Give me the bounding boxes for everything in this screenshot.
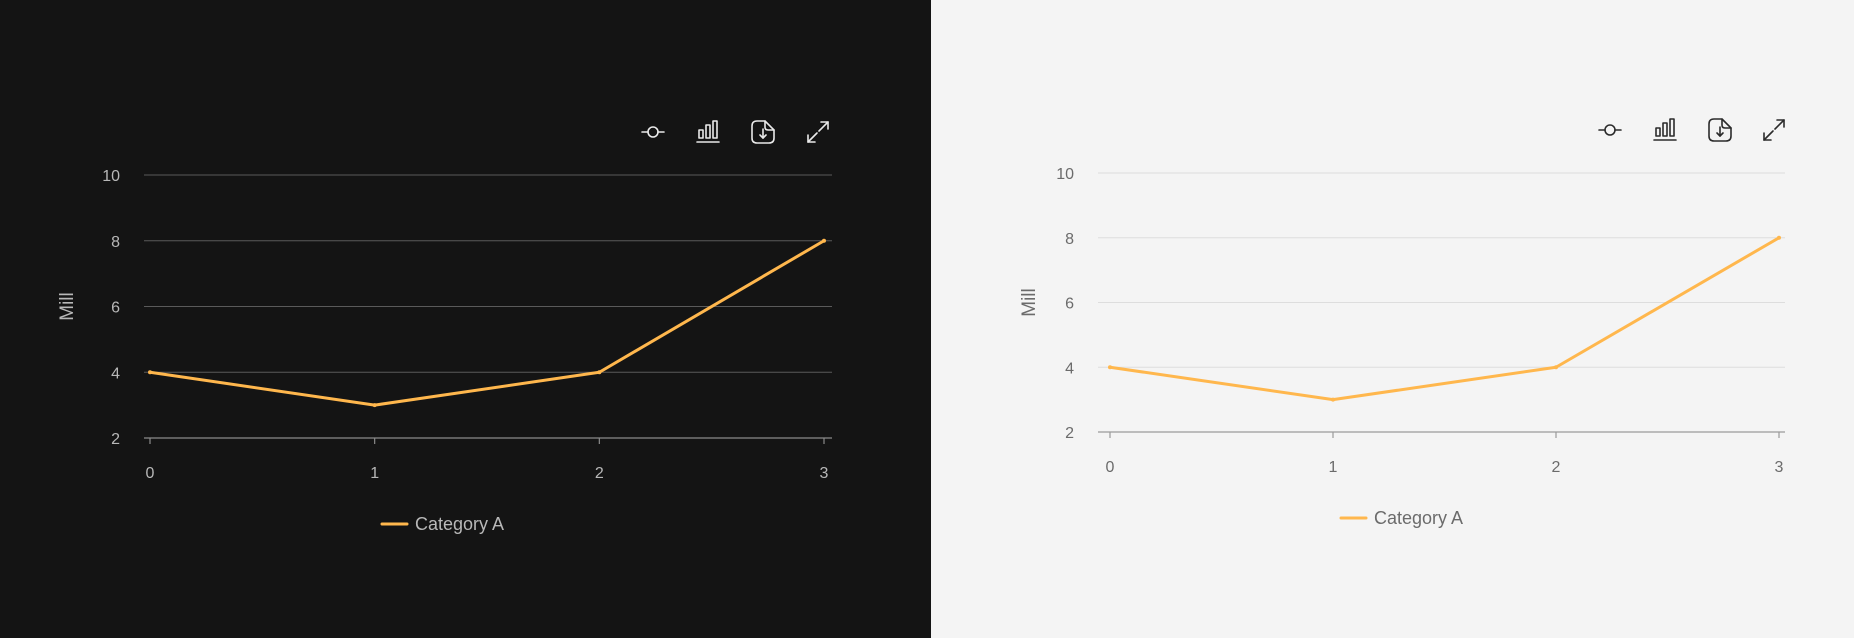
y-tick-label: 8	[111, 234, 120, 251]
download-icon[interactable]	[1706, 116, 1734, 144]
y-axis: 2 4 6 8 10	[102, 168, 832, 448]
y-tick-label: 10	[1056, 166, 1074, 183]
x-tick-label: 2	[595, 465, 604, 482]
data-point[interactable]	[1777, 235, 1781, 240]
y-tick-label: 6	[111, 300, 120, 317]
y-axis-title: Mill	[1019, 288, 1040, 317]
data-point[interactable]	[372, 403, 377, 408]
x-tick-label: 1	[370, 465, 379, 482]
data-point[interactable]	[1554, 365, 1558, 370]
light-line-chart: 2 4 6 8 10 0 1 2 3 Mill Category A	[1019, 116, 1788, 528]
legend-item-category-a[interactable]: Category A	[380, 514, 504, 534]
fullscreen-icon[interactable]	[1760, 116, 1788, 144]
legend-label: Category A	[1374, 508, 1463, 528]
y-tick-label: 6	[1065, 296, 1074, 313]
data-point[interactable]	[148, 370, 152, 375]
x-tick-label: 2	[1552, 459, 1561, 476]
x-axis: 0 1 2 3	[1098, 431, 1785, 476]
y-axis-title: Mill	[57, 292, 78, 321]
x-axis: 0 1 2 3	[144, 437, 832, 482]
legend-label: Category A	[415, 514, 504, 534]
data-point[interactable]	[1108, 365, 1112, 370]
x-tick-label: 3	[820, 465, 829, 482]
y-tick-label: 8	[1065, 231, 1074, 248]
x-tick-label: 3	[1775, 459, 1784, 476]
fullscreen-icon[interactable]	[804, 118, 832, 146]
download-icon[interactable]	[749, 118, 777, 146]
x-tick-label: 0	[1106, 459, 1115, 476]
line-mode-icon[interactable]	[1596, 116, 1624, 144]
series-line-category-a[interactable]	[148, 239, 826, 407]
y-axis: 2 4 6 8 10	[1056, 166, 1785, 442]
dark-chart-panel: 2 4 6 8 10 0 1 2 3 Mill Category A	[0, 0, 931, 638]
series-line-category-a[interactable]	[1108, 236, 1781, 402]
data-point[interactable]	[1331, 397, 1335, 402]
chart-toolbar	[1596, 116, 1788, 144]
bar-mode-icon[interactable]	[1651, 116, 1679, 144]
data-point[interactable]	[597, 370, 602, 375]
light-chart-panel: 2 4 6 8 10 0 1 2 3 Mill Category A	[931, 0, 1854, 638]
chart-toolbar	[639, 118, 832, 146]
y-tick-label: 4	[111, 365, 120, 382]
line-mode-icon[interactable]	[639, 118, 667, 146]
x-tick-label: 1	[1329, 459, 1338, 476]
y-tick-label: 2	[111, 431, 120, 448]
x-tick-label: 0	[146, 465, 155, 482]
y-tick-label: 2	[1065, 425, 1074, 442]
y-tick-label: 10	[102, 168, 120, 185]
bar-mode-icon[interactable]	[694, 118, 722, 146]
data-point[interactable]	[822, 238, 826, 243]
legend-item-category-a[interactable]: Category A	[1339, 508, 1463, 528]
dark-line-chart: 2 4 6 8 10 0 1 2 3 Mill Category A	[57, 118, 832, 534]
y-tick-label: 4	[1065, 360, 1074, 377]
